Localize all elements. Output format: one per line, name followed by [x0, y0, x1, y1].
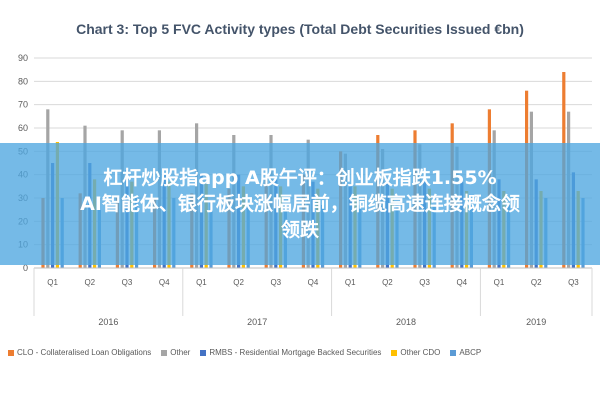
x-tick-label: Q2: [233, 278, 244, 287]
year-label: 2018: [396, 317, 416, 327]
legend-label: Other CDO: [400, 348, 441, 357]
legend-swatch: [391, 349, 398, 356]
x-tick-label: Q1: [494, 278, 505, 287]
x-tick-label: Q4: [159, 278, 170, 287]
overlay-line-2: AI智能体、银行板块涨幅居前，铜缆高速连接概念领: [80, 193, 520, 215]
x-axis: Q1 Q2 Q3 Q4 Q1 Q2 Q3 Q4 Q1 Q2 Q3 Q4 Q1 Q2 Q3 2016 2017 20…: [33, 267, 593, 327]
x-tick-label: Q2: [531, 278, 542, 287]
legend-swatch: [450, 349, 457, 356]
x-tick-label: Q3: [419, 278, 430, 287]
overlay-line-1: 杠杆炒股指app A股午评：创业板指跌1.55%: [103, 167, 497, 189]
x-tick-label: Q3: [568, 278, 579, 287]
legend-swatch: [8, 349, 14, 356]
x-tick-label: Q2: [84, 278, 95, 287]
legend-item: RMBS - Residential Mortgage Backed Secur…: [200, 348, 381, 357]
x-tick-label: Q1: [196, 278, 207, 287]
year-label: 2016: [98, 317, 118, 327]
y-tick-label: 80: [18, 76, 28, 86]
y-tick-label: 90: [18, 53, 28, 63]
chart-title: Chart 3: Top 5 FVC Activity types (Total…: [76, 21, 524, 37]
y-tick-label: 0: [23, 263, 28, 273]
legend-label: Other: [170, 348, 191, 357]
x-tick-label: Q4: [308, 278, 319, 287]
year-label: 2017: [247, 317, 267, 327]
legend-swatch: [200, 349, 207, 356]
y-tick-label: 70: [18, 100, 28, 110]
legend-label: RMBS - Residential Mortgage Backed Secur…: [209, 348, 382, 357]
x-tick-label: Q1: [345, 278, 356, 287]
year-label: 2019: [526, 317, 546, 327]
overlay-line-3: 领跌: [280, 219, 319, 241]
legend-item: CLO - Collateralised Loan Obligations: [8, 348, 151, 357]
legend-label: ABCP: [459, 348, 482, 357]
overlay-banner: 杠杆炒股指app A股午评：创业板指跌1.55% AI智能体、银行板块涨幅居前，…: [0, 143, 600, 265]
x-tick-label: Q1: [47, 278, 58, 287]
legend-item: Other: [161, 348, 190, 357]
x-tick-label: Q3: [122, 278, 133, 287]
legend: CLO - Collateralised Loan Obligations Oth…: [8, 348, 596, 357]
x-tick-label: Q4: [456, 278, 467, 287]
legend-item: Other CDO: [391, 348, 440, 357]
x-tick-label: Q2: [382, 278, 393, 287]
legend-label: CLO - Collateralised Loan Obligations: [17, 348, 152, 357]
x-tick-label: Q3: [270, 278, 281, 287]
legend-item: ABCP: [450, 348, 481, 357]
y-tick-label: 60: [18, 123, 28, 133]
legend-swatch: [161, 349, 168, 356]
